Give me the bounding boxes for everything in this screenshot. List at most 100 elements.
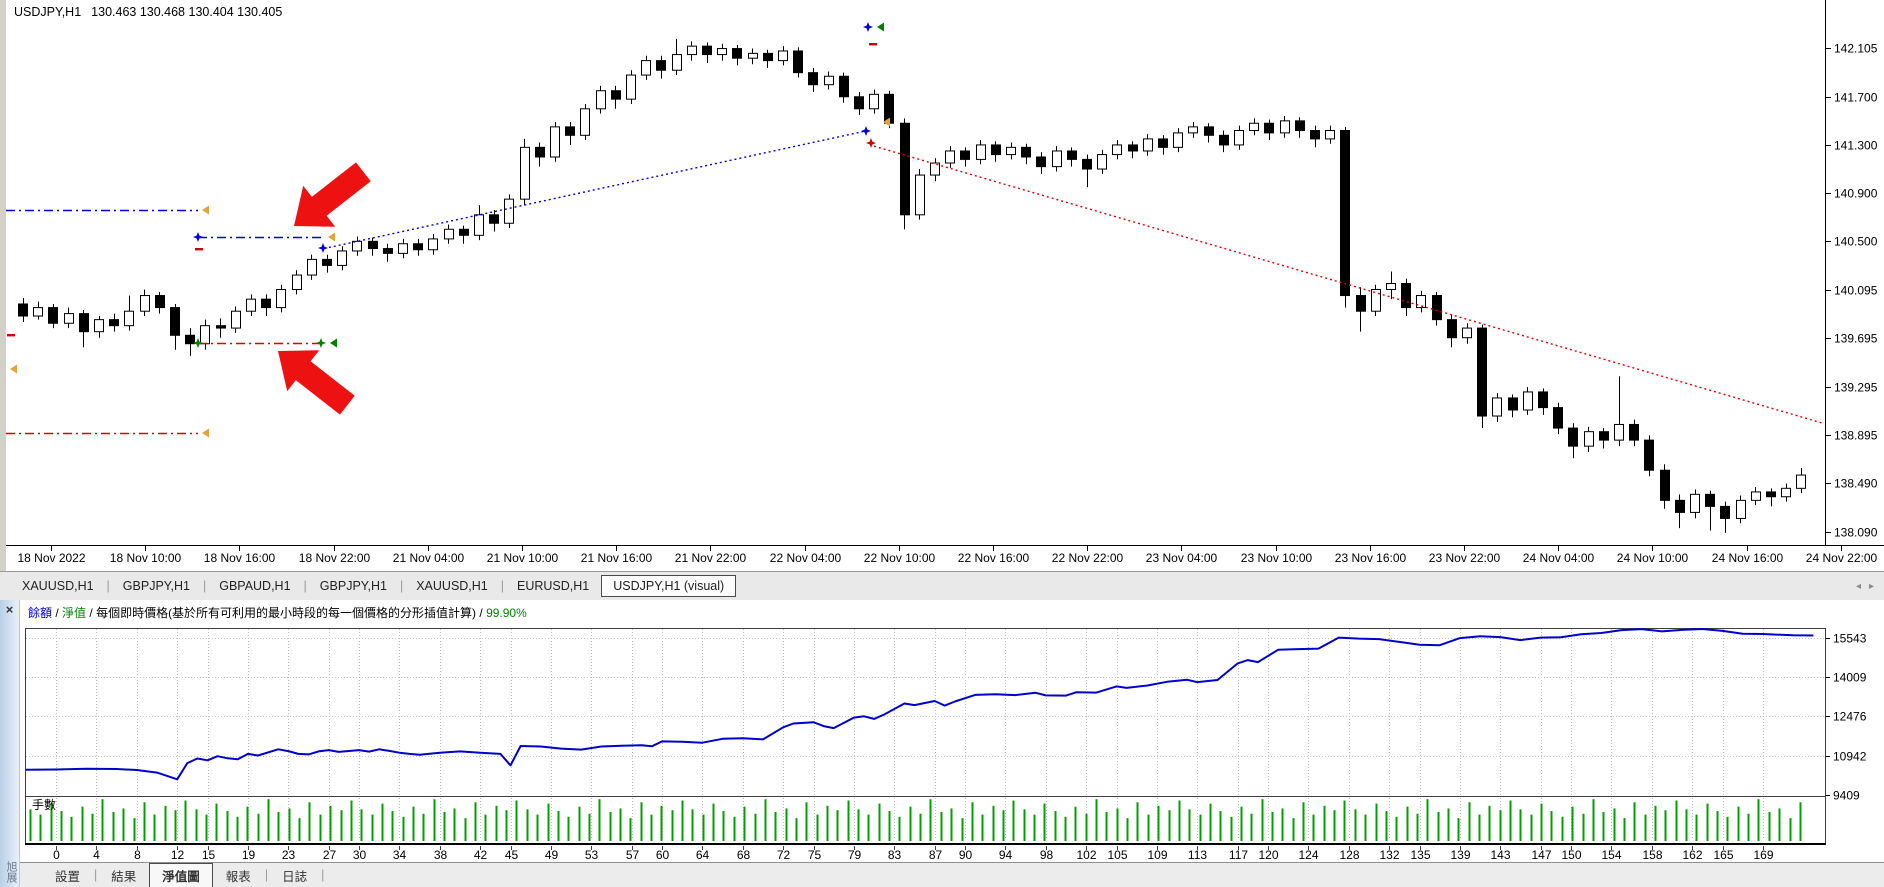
tab-separator: | bbox=[303, 579, 307, 593]
svg-text:23 Nov 22:00: 23 Nov 22:00 bbox=[1429, 551, 1501, 565]
svg-text:38: 38 bbox=[434, 848, 448, 862]
tab-separator: | bbox=[106, 579, 110, 593]
svg-text:138.490: 138.490 bbox=[1834, 477, 1878, 491]
svg-text:64: 64 bbox=[696, 848, 710, 862]
tester-tab-1[interactable]: 結果 bbox=[111, 869, 137, 884]
tab-separator: | bbox=[321, 868, 325, 882]
svg-text:105: 105 bbox=[1107, 848, 1127, 862]
svg-text:15543: 15543 bbox=[1833, 632, 1867, 646]
svg-text:98: 98 bbox=[1040, 848, 1054, 862]
svg-text:53: 53 bbox=[585, 848, 599, 862]
svg-text:140.095: 140.095 bbox=[1834, 284, 1878, 298]
chart-tab-6[interactable]: USDJPY,H1 (visual) bbox=[601, 575, 737, 597]
tester-tab-2[interactable]: 淨值圖 bbox=[149, 862, 213, 887]
tester-tab-3[interactable]: 報表 bbox=[225, 869, 251, 884]
svg-text:10942: 10942 bbox=[1833, 750, 1867, 764]
svg-text:22 Nov 04:00: 22 Nov 04:00 bbox=[770, 551, 842, 565]
tester-panel-label: 旭展 bbox=[5, 861, 17, 883]
tab-scroll-controls: ◂ ▸ bbox=[1856, 581, 1884, 592]
svg-text:79: 79 bbox=[848, 848, 862, 862]
vertical-gridlines bbox=[56, 629, 1764, 840]
svg-text:68: 68 bbox=[737, 848, 751, 862]
svg-text:14009: 14009 bbox=[1833, 671, 1867, 685]
svg-text:147: 147 bbox=[1531, 848, 1551, 862]
svg-text:23 Nov 16:00: 23 Nov 16:00 bbox=[1335, 551, 1407, 565]
svg-text:30: 30 bbox=[353, 848, 367, 862]
svg-text:165: 165 bbox=[1713, 848, 1733, 862]
tab-separator: | bbox=[264, 868, 269, 882]
trade-markers bbox=[7, 22, 890, 438]
header-separator: / bbox=[476, 606, 487, 620]
svg-text:162: 162 bbox=[1682, 848, 1702, 862]
tabs-scroll-right-icon[interactable]: ▸ bbox=[1868, 580, 1874, 592]
chart-tab-0[interactable]: XAUUSD,H1 bbox=[22, 579, 94, 593]
svg-text:34: 34 bbox=[393, 848, 407, 862]
chart-tab-5[interactable]: EURUSD,H1 bbox=[517, 579, 590, 593]
close-icon[interactable]: × bbox=[5, 602, 14, 617]
svg-text:21 Nov 10:00: 21 Nov 10:00 bbox=[487, 551, 559, 565]
tab-separator: | bbox=[202, 579, 207, 593]
svg-text:23 Nov 10:00: 23 Nov 10:00 bbox=[1241, 551, 1313, 565]
svg-text:140.900: 140.900 bbox=[1834, 187, 1878, 201]
svg-text:60: 60 bbox=[656, 848, 670, 862]
lots-bars bbox=[29, 799, 1802, 841]
svg-text:113: 113 bbox=[1188, 848, 1207, 862]
svg-text:83: 83 bbox=[888, 848, 902, 862]
svg-text:9409: 9409 bbox=[1833, 789, 1860, 803]
svg-text:143: 143 bbox=[1490, 848, 1510, 862]
tab-separator: | bbox=[399, 579, 404, 593]
chart-tab-4[interactable]: XAUUSD,H1 bbox=[416, 579, 488, 593]
svg-text:124: 124 bbox=[1298, 848, 1318, 862]
price-chart-canvas[interactable]: 142.105 141.700 141.300 140.900 140.500 140.0… bbox=[6, 0, 1884, 571]
tab-separator: | bbox=[94, 868, 98, 882]
lots-label: 手數 bbox=[32, 798, 56, 812]
svg-text:138.895: 138.895 bbox=[1834, 429, 1878, 443]
chart-ohlc-values: 130.463 130.468 130.404 130.405 bbox=[91, 5, 283, 19]
svg-text:49: 49 bbox=[545, 848, 559, 862]
lots-baseline bbox=[25, 843, 1826, 845]
header-separator: / bbox=[52, 606, 63, 620]
svg-text:150: 150 bbox=[1561, 848, 1581, 862]
svg-text:22 Nov 16:00: 22 Nov 16:00 bbox=[958, 551, 1030, 565]
svg-text:23 Nov 04:00: 23 Nov 04:00 bbox=[1146, 551, 1218, 565]
svg-text:24 Nov 16:00: 24 Nov 16:00 bbox=[1712, 551, 1784, 565]
svg-text:15: 15 bbox=[202, 848, 216, 862]
svg-text:21 Nov 16:00: 21 Nov 16:00 bbox=[581, 551, 653, 565]
tester-panel: × 旭展 15543 14009 12476 10942 9409 手數 0 4 8 12 15 19… bbox=[0, 600, 1884, 887]
svg-text:141.700: 141.700 bbox=[1834, 91, 1878, 105]
svg-text:128: 128 bbox=[1339, 848, 1359, 862]
svg-text:21 Nov 22:00: 21 Nov 22:00 bbox=[675, 551, 747, 565]
tabs-scroll-left-icon[interactable]: ◂ bbox=[1855, 580, 1861, 592]
svg-text:22 Nov 22:00: 22 Nov 22:00 bbox=[1052, 551, 1124, 565]
candles bbox=[18, 38, 1806, 533]
tester-tab-0[interactable]: 設置 bbox=[55, 869, 81, 884]
svg-text:27: 27 bbox=[323, 848, 337, 862]
svg-text:158: 158 bbox=[1642, 848, 1662, 862]
svg-text:4: 4 bbox=[93, 848, 100, 862]
svg-text:138.090: 138.090 bbox=[1834, 526, 1878, 540]
svg-text:57: 57 bbox=[626, 848, 640, 862]
svg-text:0: 0 bbox=[53, 848, 60, 862]
svg-text:24 Nov 22:00: 24 Nov 22:00 bbox=[1806, 551, 1878, 565]
chart-tab-3[interactable]: GBPJPY,H1 bbox=[319, 579, 387, 593]
svg-text:117: 117 bbox=[1229, 848, 1248, 862]
svg-text:75: 75 bbox=[808, 848, 822, 862]
chart-symbol-timeframe: USDJPY,H1 bbox=[14, 5, 82, 19]
svg-text:120: 120 bbox=[1258, 848, 1278, 862]
svg-text:42: 42 bbox=[474, 848, 488, 862]
tester-side-strip: × 旭展 bbox=[0, 600, 20, 887]
svg-text:94: 94 bbox=[999, 848, 1013, 862]
price-chart-window[interactable]: 142.105 141.700 141.300 140.900 140.500 140.0… bbox=[0, 0, 1884, 571]
hline-objects bbox=[6, 209, 324, 435]
svg-text:12: 12 bbox=[171, 848, 185, 862]
svg-text:154: 154 bbox=[1601, 848, 1621, 862]
tester-tab-4[interactable]: 日誌 bbox=[282, 869, 308, 884]
svg-text:139.695: 139.695 bbox=[1834, 332, 1878, 346]
svg-text:135: 135 bbox=[1410, 848, 1430, 862]
chart-tab-2[interactable]: GBPAUD,H1 bbox=[219, 579, 291, 593]
chart-tab-1[interactable]: GBPJPY,H1 bbox=[122, 579, 190, 593]
svg-text:132: 132 bbox=[1379, 848, 1399, 862]
svg-text:24 Nov 04:00: 24 Nov 04:00 bbox=[1523, 551, 1595, 565]
